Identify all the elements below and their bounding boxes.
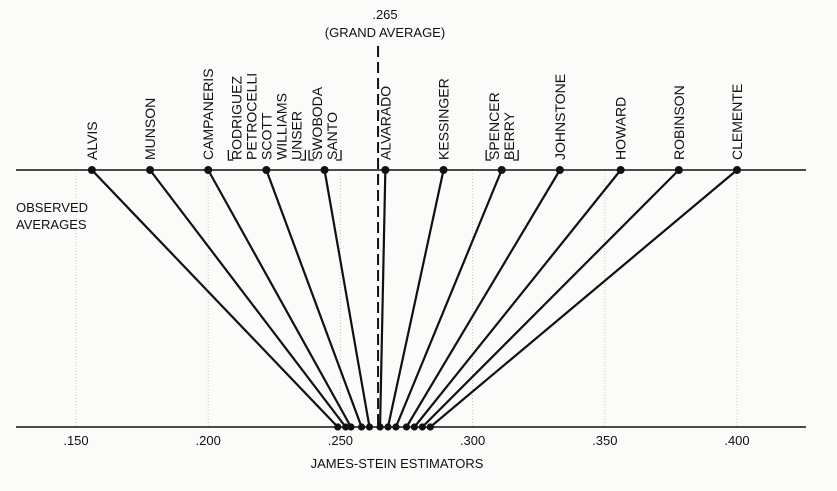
- tick-label: .250: [328, 433, 353, 448]
- observed-point: [555, 166, 564, 174]
- observed-point: [381, 166, 390, 174]
- shrinkage-line: [413, 169, 622, 428]
- shrinkage-lines: [87, 166, 741, 431]
- shrinkage-line: [405, 169, 561, 428]
- observed-point: [146, 166, 155, 174]
- estimate-point: [342, 423, 350, 431]
- player-name: CAMPANERIS: [200, 68, 216, 160]
- estimate-point: [384, 423, 392, 431]
- player-name: ALVIS: [84, 121, 100, 160]
- name-group-brackets: [227, 150, 519, 161]
- estimate-point: [418, 423, 426, 431]
- tick-label: .300: [460, 433, 485, 448]
- observed-averages-label-line1: OBSERVED: [16, 200, 88, 215]
- vertical-gridlines: [75, 170, 738, 427]
- bracket-right: [300, 150, 307, 161]
- tick-label: .350: [592, 433, 617, 448]
- shrinkage-line: [323, 169, 371, 428]
- bracket-left: [227, 150, 234, 161]
- observed-point: [733, 166, 741, 174]
- observed-point: [87, 166, 96, 174]
- estimate-point: [376, 423, 384, 431]
- shrinkage-line: [91, 169, 339, 428]
- player-name: ALVARADO: [377, 86, 393, 160]
- player-name: SWOBODA: [309, 86, 325, 160]
- estimate-point: [334, 423, 342, 431]
- player-name: JOHNSTONE: [552, 74, 568, 160]
- tick-label: .400: [724, 433, 749, 448]
- player-name: SCOTT: [258, 112, 274, 160]
- observed-point: [616, 166, 625, 174]
- estimate-point: [426, 423, 434, 431]
- bracket-right: [336, 150, 342, 161]
- shrinkage-line: [378, 169, 387, 428]
- estimate-point: [402, 423, 411, 431]
- bracket-left: [308, 150, 315, 161]
- shrinkage-line: [421, 169, 680, 428]
- player-name: ROBINSON: [671, 85, 687, 160]
- estimate-point: [357, 423, 366, 431]
- bracket-left: [485, 150, 492, 161]
- tick-label: .150: [63, 433, 88, 448]
- shrinkage-line: [149, 169, 347, 428]
- estimate-point: [410, 423, 419, 431]
- observed-averages-label-line2: AVERAGES: [16, 217, 87, 232]
- estimate-point: [365, 423, 374, 431]
- observed-point: [320, 166, 329, 174]
- player-name: SPENCER: [486, 92, 502, 160]
- player-name: WILLIAMS: [273, 93, 289, 160]
- player-name-labels: ALVIS MUNSON CAMPANERIS RODRIGUEZ PETROCELLI…: [84, 68, 745, 160]
- player-name: CLEMENTE: [729, 84, 745, 160]
- james-stein-estimators-label: JAMES-STEIN ESTIMATORS: [311, 456, 484, 471]
- estimate-point: [392, 423, 400, 431]
- observed-point: [497, 166, 506, 174]
- player-name: UNSER: [288, 111, 304, 160]
- grand-average-caption: (GRAND AVERAGE): [325, 25, 445, 40]
- estimate-point: [347, 423, 355, 431]
- grand-average-value: .265: [372, 7, 397, 22]
- shrinkage-line: [386, 169, 445, 428]
- player-name: PETROCELLI: [243, 73, 259, 160]
- player-name: BERRY: [501, 111, 517, 160]
- shrinkage-line: [265, 169, 363, 428]
- player-name: SANTO: [324, 112, 340, 160]
- player-name: MUNSON: [142, 98, 158, 160]
- observed-point: [204, 166, 213, 174]
- observed-point: [439, 166, 448, 174]
- tick-label: .200: [196, 433, 221, 448]
- player-name: RODRIGUEZ: [228, 76, 244, 160]
- player-name: KESSINGER: [436, 78, 452, 160]
- observed-point: [674, 166, 683, 174]
- shrinkage-line: [429, 169, 738, 428]
- bracket-right: [513, 150, 519, 161]
- estimator-tick-labels: .150 .200 .250 .300 .350 .400: [63, 433, 749, 448]
- observed-point: [262, 166, 271, 174]
- shrinkage-line: [207, 169, 352, 428]
- player-name: HOWARD: [613, 97, 629, 160]
- shrinkage-line: [394, 169, 503, 428]
